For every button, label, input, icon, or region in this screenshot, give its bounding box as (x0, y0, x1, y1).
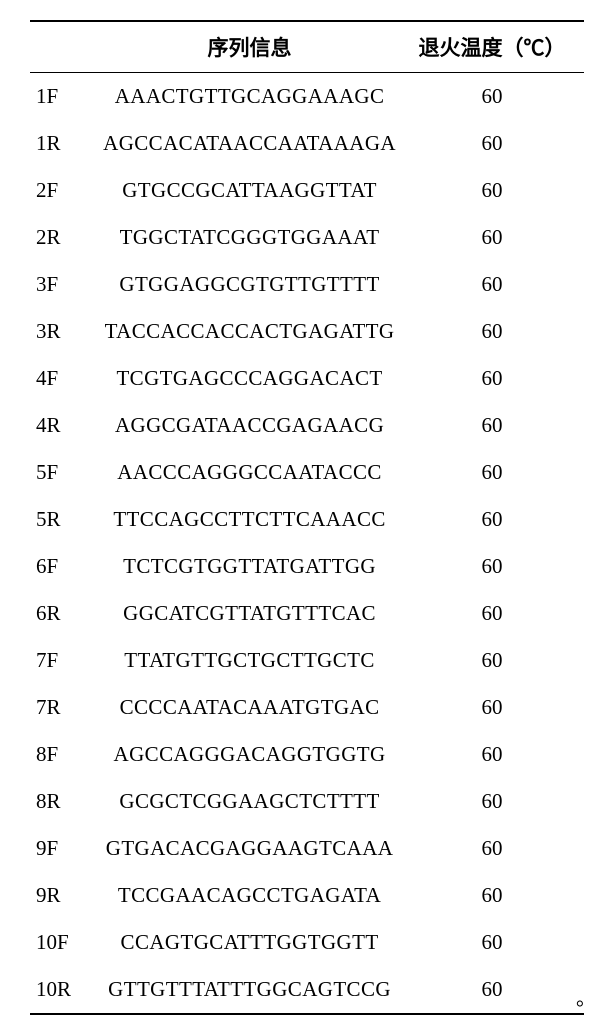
trailing-period: 。 (576, 982, 596, 1011)
header-temperature: 退火温度（℃） (400, 21, 584, 73)
cell-primer-id: 5R (30, 496, 99, 543)
table-row: 8FAGCCAGGGACAGGTGGTG60 (30, 731, 584, 778)
cell-temperature: 60 (400, 73, 584, 121)
cell-temperature: 60 (400, 120, 584, 167)
cell-primer-id: 7F (30, 637, 99, 684)
cell-primer-id: 3F (30, 261, 99, 308)
cell-sequence: CCCCAATACAAATGTGAC (99, 684, 400, 731)
primer-table-container: 序列信息 退火温度（℃） 1FAAACTGTTGCAGGAAAGC601RAGC… (0, 0, 614, 1035)
cell-temperature: 60 (400, 496, 584, 543)
header-id (30, 21, 99, 73)
cell-temperature: 60 (400, 731, 584, 778)
cell-primer-id: 1F (30, 73, 99, 121)
cell-temperature: 60 (400, 590, 584, 637)
cell-primer-id: 8R (30, 778, 99, 825)
cell-temperature: 60 (400, 543, 584, 590)
cell-primer-id: 9R (30, 872, 99, 919)
cell-temperature: 60 (400, 919, 584, 966)
cell-sequence: TTATGTTGCTGCTTGCTC (99, 637, 400, 684)
cell-temperature: 60 (400, 778, 584, 825)
cell-sequence: GTTGTTTATTTGGCAGTCCG (99, 966, 400, 1014)
cell-sequence: AGCCACATAACCAATAAAGA (99, 120, 400, 167)
cell-sequence: TTCCAGCCTTCTTCAAACC (99, 496, 400, 543)
table-row: 2FGTGCCGCATTAAGGTTAT60 (30, 167, 584, 214)
table-row: 7RCCCCAATACAAATGTGAC60 (30, 684, 584, 731)
table-row: 9RTCCGAACAGCCTGAGATA60 (30, 872, 584, 919)
cell-sequence: AAACTGTTGCAGGAAAGC (99, 73, 400, 121)
table-row: 4FTCGTGAGCCCAGGACACT60 (30, 355, 584, 402)
table-row: 6FTCTCGTGGTTATGATTGG60 (30, 543, 584, 590)
table-row: 8RGCGCTCGGAAGCTCTTTT60 (30, 778, 584, 825)
table-row: 3FGTGGAGGCGTGTTGTTTT60 (30, 261, 584, 308)
cell-temperature: 60 (400, 637, 584, 684)
cell-temperature: 60 (400, 261, 584, 308)
cell-sequence: AACCCAGGGCCAATACCC (99, 449, 400, 496)
cell-primer-id: 2F (30, 167, 99, 214)
cell-sequence: TCCGAACAGCCTGAGATA (99, 872, 400, 919)
cell-temperature: 60 (400, 167, 584, 214)
cell-primer-id: 6R (30, 590, 99, 637)
cell-sequence: AGCCAGGGACAGGTGGTG (99, 731, 400, 778)
table-row: 4RAGGCGATAACCGAGAACG60 (30, 402, 584, 449)
table-row: 7FTTATGTTGCTGCTTGCTC60 (30, 637, 584, 684)
cell-sequence: GCGCTCGGAAGCTCTTTT (99, 778, 400, 825)
cell-primer-id: 4R (30, 402, 99, 449)
cell-sequence: TCGTGAGCCCAGGACACT (99, 355, 400, 402)
table-row: 5FAACCCAGGGCCAATACCC60 (30, 449, 584, 496)
cell-sequence: AGGCGATAACCGAGAACG (99, 402, 400, 449)
table-row: 1RAGCCACATAACCAATAAAGA60 (30, 120, 584, 167)
table-body: 1FAAACTGTTGCAGGAAAGC601RAGCCACATAACCAATA… (30, 73, 584, 1015)
primer-table: 序列信息 退火温度（℃） 1FAAACTGTTGCAGGAAAGC601RAGC… (30, 20, 584, 1015)
table-row: 1FAAACTGTTGCAGGAAAGC60 (30, 73, 584, 121)
cell-temperature: 60 (400, 449, 584, 496)
cell-sequence: TCTCGTGGTTATGATTGG (99, 543, 400, 590)
table-row: 10RGTTGTTTATTTGGCAGTCCG60。 (30, 966, 584, 1014)
cell-temperature: 60 (400, 825, 584, 872)
cell-temperature: 60 (400, 872, 584, 919)
table-row: 3RTACCACCACCACTGAGATTG60 (30, 308, 584, 355)
header-sequence: 序列信息 (99, 21, 400, 73)
cell-sequence: GTGCCGCATTAAGGTTAT (99, 167, 400, 214)
table-row: 9FGTGACACGAGGAAGTCAAA60 (30, 825, 584, 872)
cell-primer-id: 5F (30, 449, 99, 496)
cell-temperature: 60。 (400, 966, 584, 1014)
table-row: 10FCCAGTGCATTTGGTGGTT60 (30, 919, 584, 966)
cell-primer-id: 1R (30, 120, 99, 167)
cell-primer-id: 7R (30, 684, 99, 731)
cell-primer-id: 10R (30, 966, 99, 1014)
cell-sequence: GGCATCGTTATGTTTCAC (99, 590, 400, 637)
cell-temperature: 60 (400, 214, 584, 261)
cell-sequence: TGGCTATCGGGTGGAAAT (99, 214, 400, 261)
table-row: 2RTGGCTATCGGGTGGAAAT60 (30, 214, 584, 261)
cell-temperature: 60 (400, 684, 584, 731)
cell-primer-id: 9F (30, 825, 99, 872)
cell-temperature: 60 (400, 355, 584, 402)
cell-primer-id: 6F (30, 543, 99, 590)
table-row: 6RGGCATCGTTATGTTTCAC60 (30, 590, 584, 637)
cell-primer-id: 2R (30, 214, 99, 261)
cell-primer-id: 4F (30, 355, 99, 402)
cell-sequence: TACCACCACCACTGAGATTG (99, 308, 400, 355)
cell-primer-id: 10F (30, 919, 99, 966)
cell-sequence: GTGGAGGCGTGTTGTTTT (99, 261, 400, 308)
cell-sequence: CCAGTGCATTTGGTGGTT (99, 919, 400, 966)
cell-primer-id: 3R (30, 308, 99, 355)
cell-temperature: 60 (400, 402, 584, 449)
cell-sequence: GTGACACGAGGAAGTCAAA (99, 825, 400, 872)
header-row: 序列信息 退火温度（℃） (30, 21, 584, 73)
table-row: 5RTTCCAGCCTTCTTCAAACC60 (30, 496, 584, 543)
cell-temperature: 60 (400, 308, 584, 355)
cell-primer-id: 8F (30, 731, 99, 778)
